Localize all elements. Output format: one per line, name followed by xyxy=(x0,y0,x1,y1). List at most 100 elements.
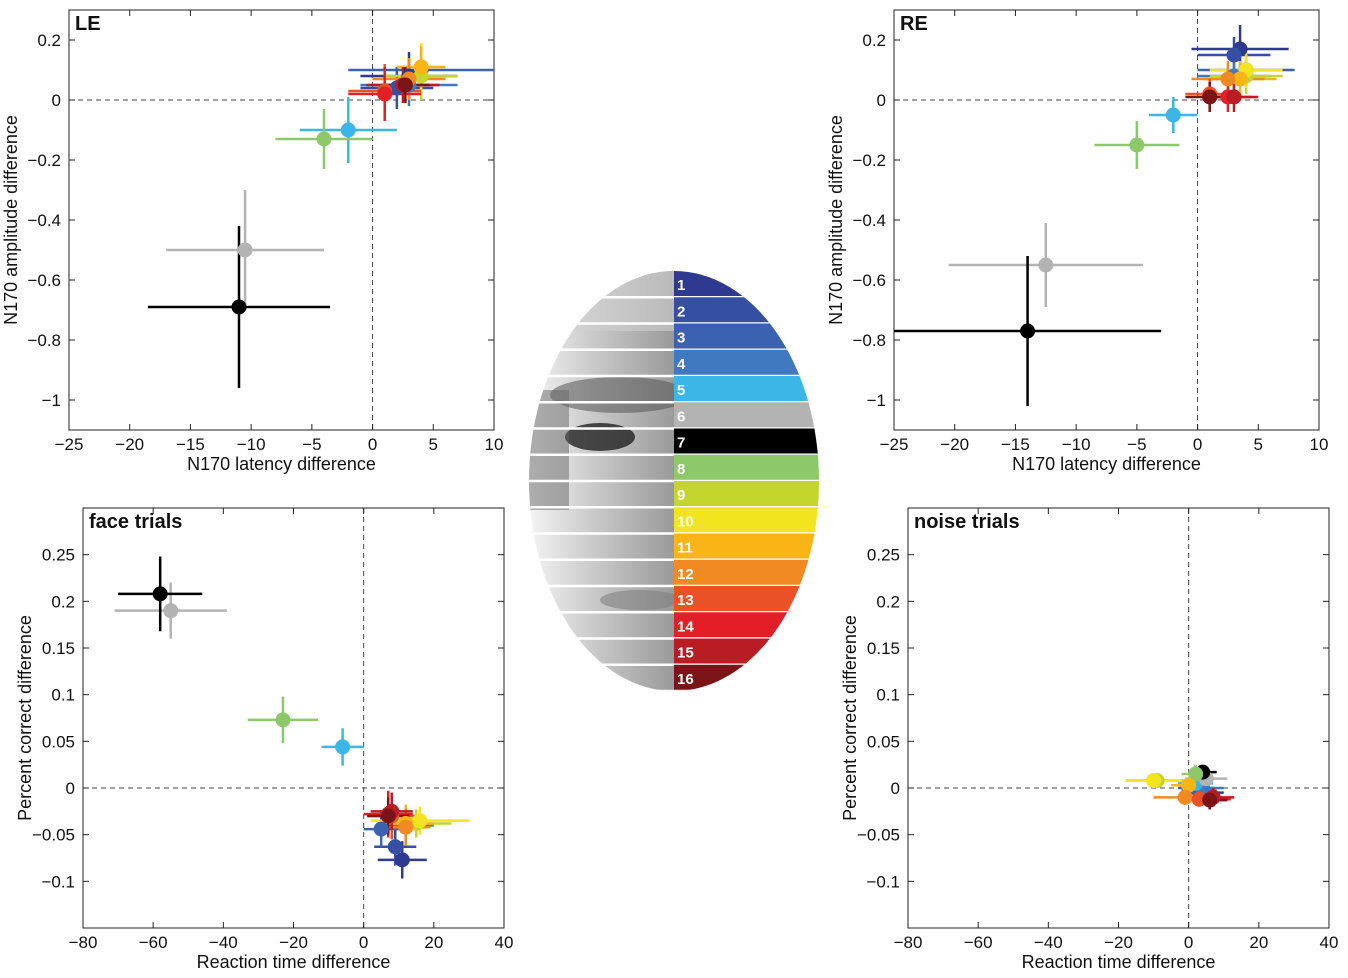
scatter-chart: −80 −60 −40 −20 0 20 40 −0.1 −0.05 0 0.05 0.1 0.15 0.… xyxy=(15,507,514,972)
band-label: 2 xyxy=(677,303,685,320)
y-tick-label: 0.2 xyxy=(862,31,886,50)
band-swatch xyxy=(674,297,819,324)
band-label: 15 xyxy=(677,645,694,662)
x-tick-label: 0 xyxy=(1193,435,1202,454)
data-point xyxy=(398,819,414,835)
band-swatch xyxy=(674,559,819,586)
band-swatch xyxy=(674,507,819,534)
y-tick-label: 0.2 xyxy=(51,592,75,611)
x-axis-label: N170 latency difference xyxy=(1012,454,1201,474)
x-tick-label: −20 xyxy=(115,435,144,454)
data-point xyxy=(1177,789,1193,805)
band-swatch xyxy=(674,454,819,481)
y-tick-label: −0.1 xyxy=(866,872,900,891)
y-axis-label: Percent correct difference xyxy=(840,615,860,821)
y-tick-label: 0.15 xyxy=(42,639,75,658)
band-swatch xyxy=(674,612,819,639)
band-label: 12 xyxy=(677,566,694,583)
data-point xyxy=(380,808,396,824)
x-tick-label: −5 xyxy=(1127,435,1146,454)
y-tick-label: −0.2 xyxy=(852,151,886,170)
y-tick-label: −0.4 xyxy=(27,211,61,230)
y-tick-label: −0.1 xyxy=(41,872,75,891)
data-point xyxy=(1038,257,1054,273)
data-point xyxy=(1202,792,1218,808)
data-point xyxy=(397,77,413,93)
data-point xyxy=(340,122,356,138)
band-label: 3 xyxy=(677,330,685,347)
y-tick-label: 0.05 xyxy=(42,732,75,751)
x-tick-label: −40 xyxy=(1034,933,1063,952)
y-tick-label: −0.6 xyxy=(27,271,61,290)
x-tick-label: −60 xyxy=(964,933,993,952)
y-tick-label: −0.8 xyxy=(27,331,61,350)
y-axis-label: Percent correct difference xyxy=(15,615,35,821)
x-tick-label: 40 xyxy=(1320,933,1339,952)
y-tick-label: 0.25 xyxy=(867,546,900,565)
band-label: 14 xyxy=(677,618,694,635)
y-tick-label: 0 xyxy=(877,91,886,110)
scatter-chart: −80 −60 −40 −20 0 20 40 −0.1 −0.05 0 0.05 0.1 0.15 0.… xyxy=(840,507,1339,972)
data-point xyxy=(1020,323,1036,339)
y-tick-label: 0.1 xyxy=(51,686,75,705)
x-tick-label: −20 xyxy=(1104,933,1133,952)
plot-title: noise trials xyxy=(914,511,1020,533)
band-label: 10 xyxy=(677,513,694,530)
data-point xyxy=(316,131,332,147)
band-swatch xyxy=(674,428,819,455)
x-tick-label: −80 xyxy=(894,933,923,952)
y-tick-label: 0 xyxy=(66,779,75,798)
x-tick-label: −5 xyxy=(302,435,321,454)
data-point xyxy=(231,299,247,315)
x-tick-label: −20 xyxy=(940,435,969,454)
band-swatch xyxy=(674,664,819,691)
scatter-chart: −25 −20 −15 −10 −5 0 5 10 −1 −0.8 −0.6 −0.4 −0.2 0 0.2… xyxy=(826,9,1329,474)
y-tick-label: 0.15 xyxy=(867,639,900,658)
plot-title: face trials xyxy=(89,511,182,533)
band-label: 13 xyxy=(677,592,694,609)
x-tick-label: 0 xyxy=(368,435,377,454)
y-tick-label: −0.8 xyxy=(852,331,886,350)
x-tick-label: −60 xyxy=(139,933,168,952)
data-point xyxy=(1181,777,1197,793)
x-tick-label: −25 xyxy=(880,435,909,454)
band-label: 5 xyxy=(677,382,685,399)
y-tick-label: −1 xyxy=(867,391,886,410)
y-axis-label: N170 amplitude difference xyxy=(826,115,846,325)
y-tick-label: 0.1 xyxy=(876,686,900,705)
band-label: 9 xyxy=(677,487,685,504)
x-tick-label: −40 xyxy=(209,933,238,952)
y-tick-label: 0.2 xyxy=(876,592,900,611)
y-axis-label: N170 amplitude difference xyxy=(1,115,21,325)
scatter-chart: −25 −20 −15 −10 −5 0 5 10 −1 −0.8 −0.6 −0.4 −0.2 0 0.2… xyxy=(1,9,503,474)
data-point xyxy=(1202,89,1218,105)
data-point xyxy=(163,603,179,619)
y-tick-label: 0.2 xyxy=(37,31,61,50)
data-point xyxy=(152,586,168,602)
plot-frame xyxy=(68,9,495,431)
x-tick-label: 0 xyxy=(359,933,368,952)
y-tick-label: 0.05 xyxy=(867,732,900,751)
x-tick-label: 20 xyxy=(424,933,443,952)
data-point xyxy=(373,821,389,837)
plot-frame xyxy=(893,9,1320,431)
x-tick-label: 5 xyxy=(1254,435,1263,454)
y-tick-label: −0.2 xyxy=(27,151,61,170)
x-tick-label: 20 xyxy=(1249,933,1268,952)
x-tick-label: 10 xyxy=(1310,435,1329,454)
data-point xyxy=(237,242,253,258)
band-swatch xyxy=(674,481,819,508)
plot-title: RE xyxy=(900,13,928,35)
data-point xyxy=(335,739,351,755)
x-tick-label: −15 xyxy=(176,435,205,454)
band-label: 4 xyxy=(677,356,686,373)
band-label: 1 xyxy=(677,277,685,294)
band-label: 6 xyxy=(677,408,685,425)
data-point xyxy=(387,839,403,855)
y-tick-label: 0 xyxy=(891,779,900,798)
band-label: 8 xyxy=(677,461,685,478)
band-label: 16 xyxy=(677,671,694,688)
data-point xyxy=(377,86,393,102)
band-swatch xyxy=(674,586,819,613)
x-tick-label: 40 xyxy=(495,933,514,952)
